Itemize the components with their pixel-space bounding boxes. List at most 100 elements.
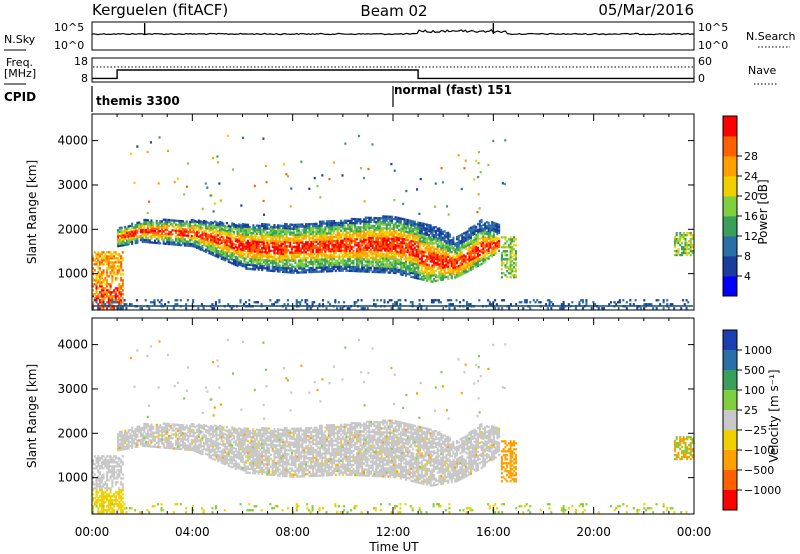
echo-cell: [227, 228, 230, 231]
echo-cell: [306, 223, 309, 226]
echo-cell: [329, 248, 332, 251]
echo-cell: [120, 226, 123, 229]
echo-cell: [107, 259, 110, 262]
echo-cell: [127, 429, 130, 432]
echo-cell: [97, 287, 100, 290]
echo-cell: [236, 246, 239, 249]
echo-cell: [482, 231, 485, 234]
echo-cell: [608, 303, 611, 306]
echo-cell: [280, 250, 283, 253]
echo-cell: [99, 275, 102, 278]
echo-cell: [454, 256, 457, 259]
echo-cell: [282, 254, 285, 257]
echo-cell: [313, 234, 316, 238]
echo-cell: [384, 255, 387, 258]
echo-cell: [417, 229, 420, 232]
echo-cell: [380, 227, 383, 230]
echo-cell: [371, 264, 374, 267]
echo-cell: [259, 254, 262, 257]
echo-cell: [387, 263, 390, 266]
echo-cell: [420, 262, 423, 265]
echo-cell: [437, 299, 440, 302]
echo-cell: [496, 231, 499, 234]
echo-cell: [157, 228, 160, 231]
echo-cell: [289, 233, 292, 236]
echo-cell: [230, 307, 233, 310]
echo-cell: [509, 268, 512, 271]
echo-cell: [331, 260, 334, 263]
echo-cell: [394, 236, 397, 239]
echo-cell: [139, 225, 142, 228]
echo-cell: [297, 265, 300, 268]
echo-cell: [276, 301, 279, 304]
echo-cell: [492, 247, 495, 250]
echo-cell: [434, 233, 437, 237]
echo-cell: [691, 234, 694, 237]
echo-cell: [264, 223, 267, 226]
echo-cell: [248, 251, 251, 255]
echo-cell: [106, 279, 109, 282]
echo-cell: [92, 285, 95, 288]
echo-cell: [398, 254, 401, 258]
echo-cell: [454, 248, 457, 251]
echo-cell: [180, 240, 183, 243]
echo-cell: [310, 262, 313, 266]
echo-cell: [487, 299, 490, 302]
echo-cell: [104, 259, 107, 262]
echo-cell: [124, 435, 127, 439]
colorbar-tick-label: 24: [744, 170, 758, 183]
echo-cell: [426, 239, 429, 242]
echo-cell: [366, 256, 369, 259]
echo-cell: [313, 246, 316, 250]
echo-cell: [95, 283, 98, 286]
echo-cell: [415, 259, 418, 262]
echo-cell: [187, 244, 190, 247]
echo-cell: [391, 235, 394, 238]
echo-cell: [295, 299, 298, 302]
echo-cell: [348, 223, 351, 227]
echo-cell: [313, 238, 316, 242]
echo-cell: [211, 221, 214, 225]
echo-cell: [347, 239, 350, 242]
echo-cell: [368, 264, 371, 267]
echo-cell: [368, 220, 371, 223]
echo-cell: [461, 251, 464, 254]
echo-cell: [473, 242, 476, 245]
echo-cell: [143, 240, 146, 243]
echo-cell: [313, 240, 316, 244]
echo-cell: [118, 267, 121, 270]
echo-cell: [216, 155, 219, 158]
echo-cell: [341, 227, 344, 230]
echo-cell: [92, 295, 95, 298]
echo-cell: [463, 236, 466, 239]
echo-cell: [283, 233, 286, 236]
echo-cell: [334, 243, 337, 247]
echo-cell: [387, 257, 390, 260]
echo-cell: [424, 233, 427, 236]
echo-cell: [479, 171, 482, 174]
echo-cell: [392, 225, 395, 228]
echo-cell: [238, 229, 241, 232]
echo-cell: [354, 226, 357, 229]
echo-cell: [366, 266, 369, 269]
echo-cell: [161, 220, 164, 223]
echo-cell: [434, 237, 437, 241]
echo-cell: [348, 251, 351, 254]
echo-cell: [211, 231, 214, 234]
echo-cell: [185, 234, 188, 237]
echo-cell: [357, 258, 360, 261]
echo-cell: [684, 234, 687, 237]
echo-cell: [467, 303, 470, 306]
echo-cell: [227, 232, 230, 235]
echo-cell: [686, 243, 689, 247]
echo-cell: [352, 235, 355, 239]
echo-cell: [440, 234, 443, 238]
echo-cell: [359, 252, 362, 255]
echo-cell: [164, 224, 167, 227]
echo-cell: [684, 237, 687, 241]
echo-cell: [93, 293, 96, 296]
echo-cell: [297, 241, 300, 244]
echo-cell: [176, 177, 179, 180]
echo-cell: [401, 241, 404, 244]
echo-cell: [259, 224, 262, 228]
